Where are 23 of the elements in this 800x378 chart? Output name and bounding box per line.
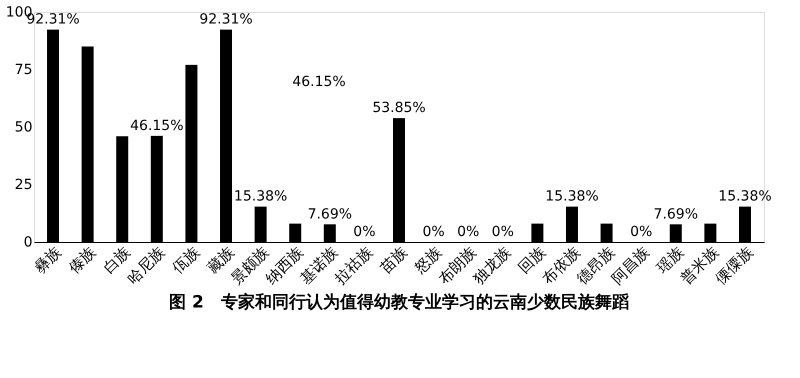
x-tick-label: 佤族 [168,243,203,278]
data-label: 53.85% [372,100,426,116]
data-label: 46.15% [130,118,184,134]
data-label: 92.31% [199,12,253,28]
data-label: 0% [422,224,445,240]
x-tick-label: 傣族 [65,243,99,278]
data-label: 15.38% [718,188,772,205]
x-tick-label: 苗族 [376,243,410,278]
data-label: 7.69% [308,206,352,222]
y-tick-label: 0 [24,234,32,250]
text: 图 2 专家和同行认为值得幼教专业学习的云南少数民族舞蹈 [169,292,629,312]
x-tick-label: 彝族 [30,243,64,278]
data-label: 0% [353,224,376,240]
y-tick-label: 75 [14,62,32,78]
data-label: 0% [457,224,480,240]
y-tick-label: 50 [14,120,32,136]
y-tick-label: 25 [14,177,32,193]
data-label: 0% [492,224,514,240]
annotation: 46.15% [292,74,346,90]
data-label: 7.69% [654,206,698,222]
data-label: 15.38% [234,188,288,205]
data-label: 0% [630,224,652,240]
data-label: 15.38% [545,188,599,205]
